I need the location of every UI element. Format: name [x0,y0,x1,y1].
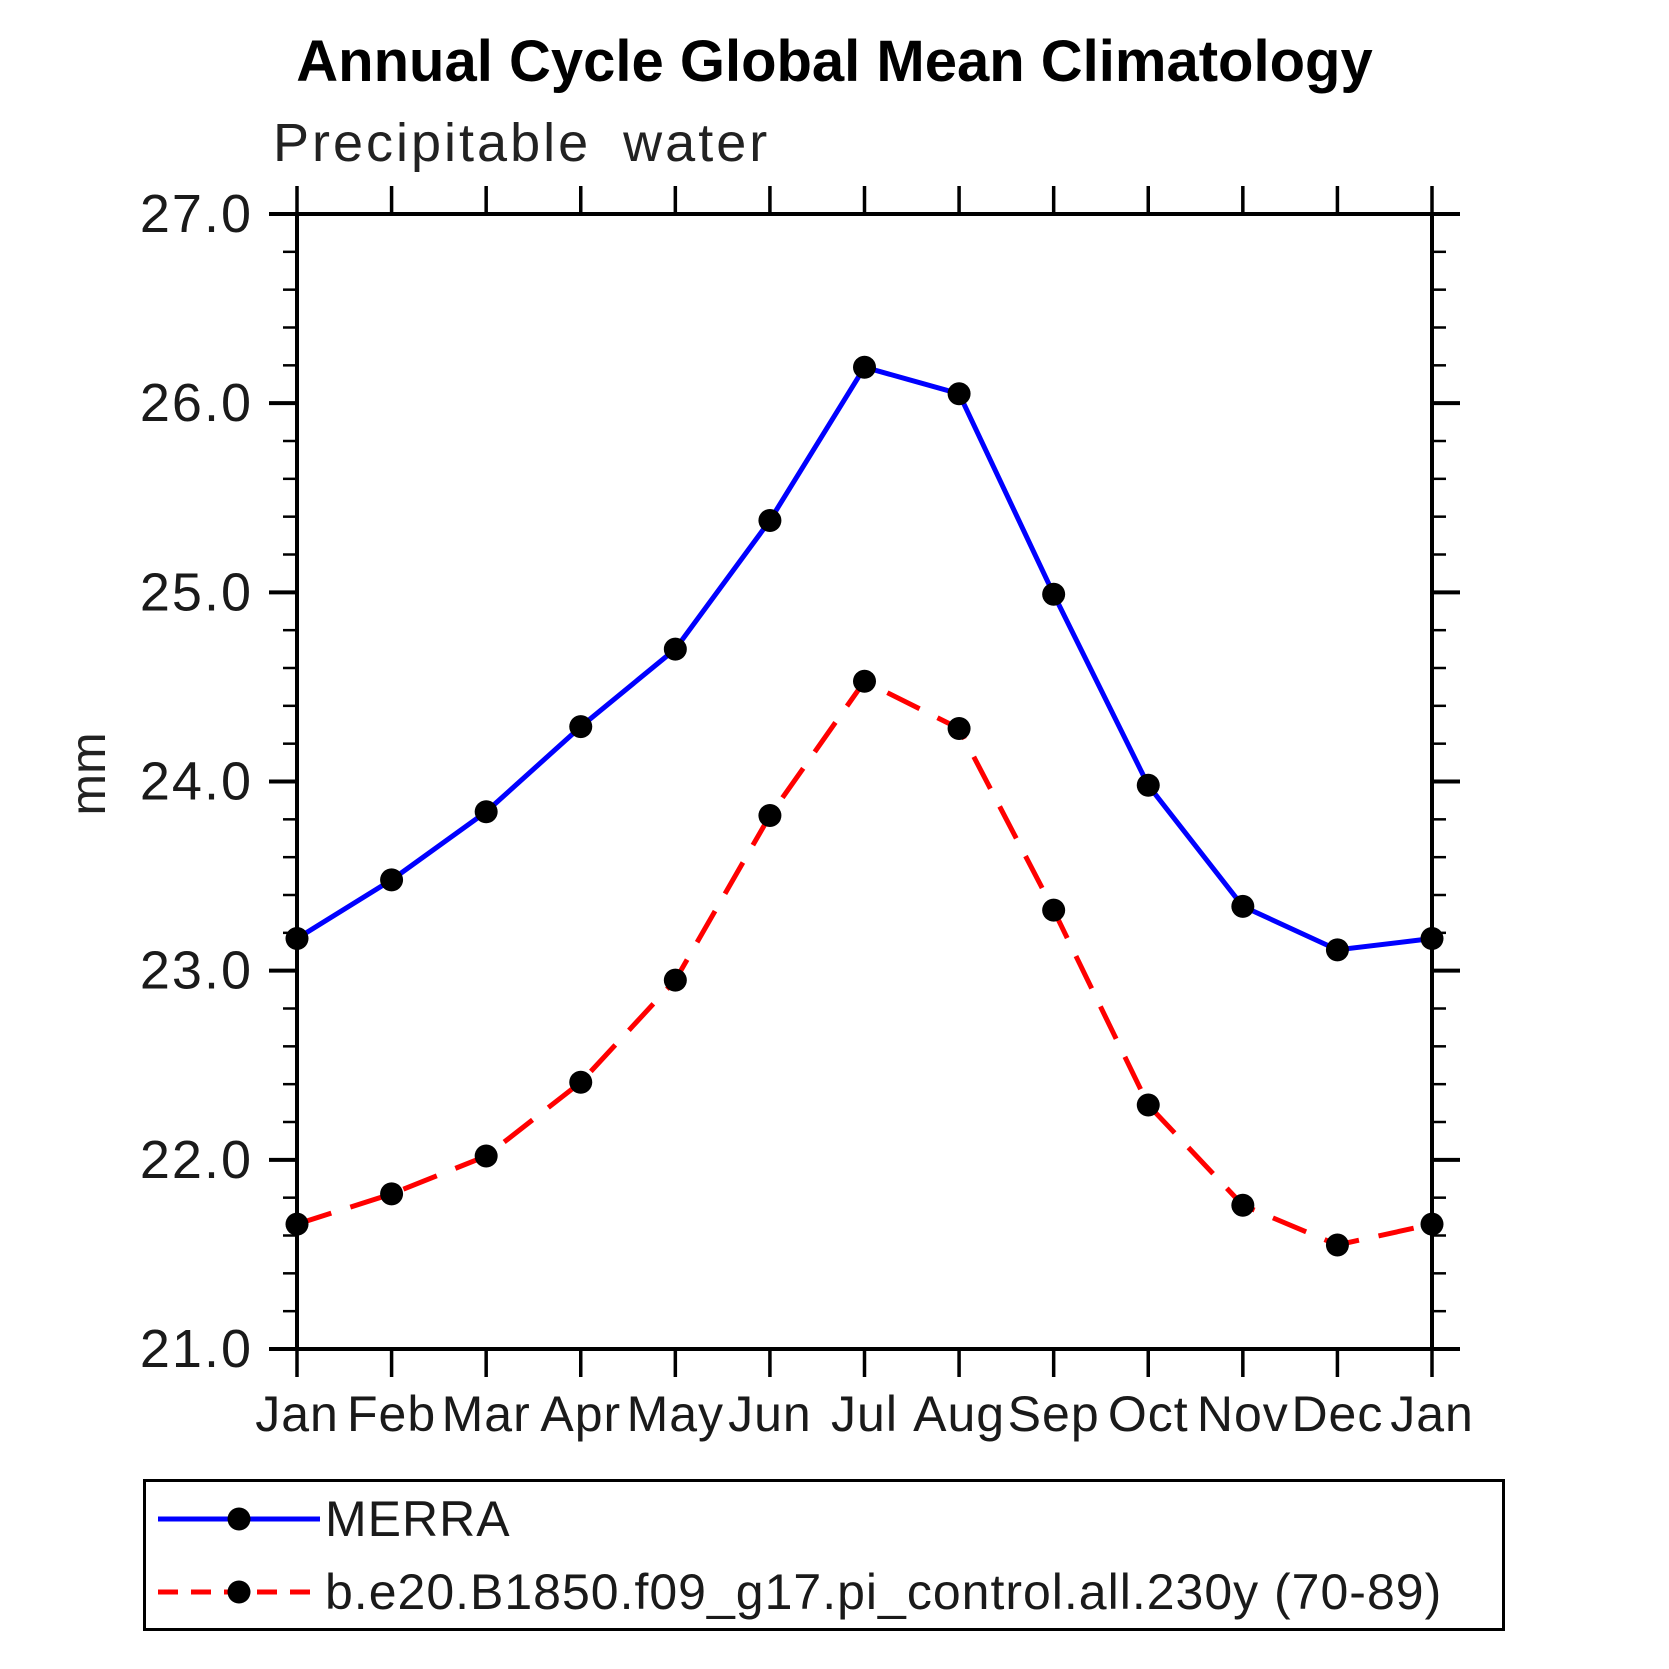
data-point-0 [758,508,782,532]
data-point-0 [663,637,687,661]
data-point-1 [1042,898,1066,922]
x-tick-label: Jun [728,1386,812,1442]
data-point-1 [474,1144,498,1168]
x-tick-label: Aug [913,1386,1005,1442]
chart-title: Annual Cycle Global Mean Climatology [296,29,1373,94]
data-point-1 [380,1182,404,1206]
data-point-0 [380,868,404,892]
legend-sample-merra [158,1507,320,1530]
data-point-0 [285,927,309,951]
y-tick-label: 23.0 [140,941,253,1001]
data-point-0 [1325,938,1349,962]
legend-marker-dot [227,1507,251,1530]
data-point-0 [1231,894,1255,918]
legend-marker-dot [227,1580,251,1603]
legend: MERRA b.e20.B1850.f09_g17.pi_control.all… [143,1479,1505,1631]
data-point-0 [1136,773,1160,797]
x-tick-label: Oct [1108,1386,1189,1442]
x-tick-label: Jul [831,1386,898,1442]
data-point-1 [285,1212,309,1236]
x-tick-label: Mar [442,1386,531,1442]
y-tick-label: 21.0 [140,1319,253,1379]
y-tick-label: 27.0 [140,184,253,244]
y-tick-label: 22.0 [140,1130,253,1190]
data-point-1 [1325,1233,1349,1257]
data-point-1 [947,717,971,741]
y-tick-label: 26.0 [140,373,253,433]
series-line-0 [295,364,1433,953]
x-tick-label: Jan [1390,1386,1474,1442]
series-line-1 [296,678,1433,1248]
legend-label-model: b.e20.B1850.f09_g17.pi_control.all.230y … [325,1563,1443,1620]
data-point-1 [1231,1193,1255,1217]
data-point-0 [947,382,971,406]
data-point-1 [569,1070,593,1094]
x-tick-label: Nov [1197,1386,1289,1442]
x-tick-label: Jan [255,1386,339,1442]
data-point-1 [758,804,782,828]
x-tick-label: May [627,1386,724,1442]
x-tick-label: Sep [1008,1386,1100,1442]
x-tick-label: Apr [540,1386,621,1442]
data-point-0 [1420,927,1444,951]
legend-label-merra: MERRA [325,1490,511,1547]
y-tick-label: 25.0 [140,562,253,622]
data-point-0 [853,355,876,379]
x-tick-label: Feb [347,1386,436,1442]
data-point-1 [1420,1212,1444,1236]
data-point-1 [663,968,687,992]
legend-item-model: b.e20.B1850.f09_g17.pi_control.all.230y … [153,1557,1502,1627]
legend-sample-model [158,1580,320,1603]
plot-border [295,212,1434,1351]
data-point-0 [569,715,593,739]
x-tick-label: Dec [1291,1386,1383,1442]
legend-item-merra: MERRA [153,1484,1502,1554]
chart-subtitle: Precipitable water [273,113,771,173]
y-tick-label: 24.0 [140,752,253,812]
data-point-0 [474,800,498,824]
data-point-1 [1136,1093,1160,1117]
data-point-1 [853,669,876,693]
data-point-0 [1042,582,1066,606]
